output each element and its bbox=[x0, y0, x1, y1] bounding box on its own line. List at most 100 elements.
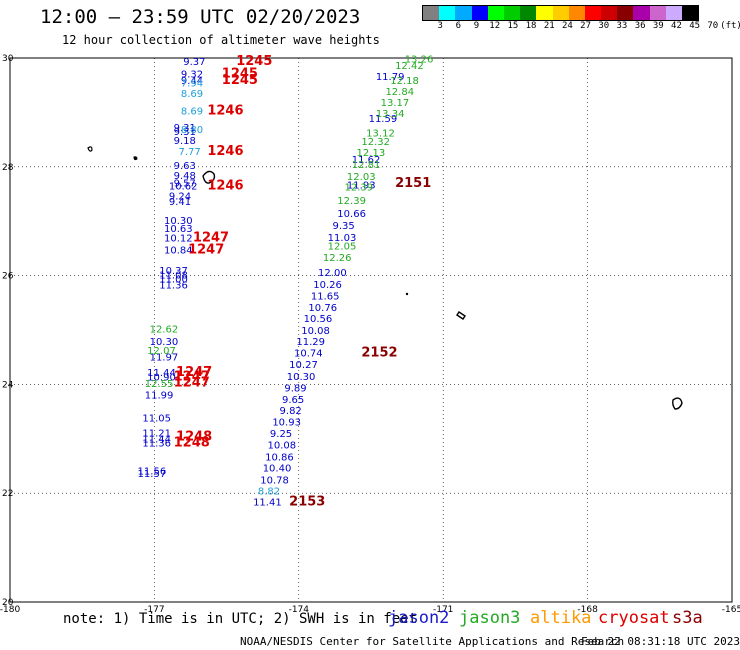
data-point-label: 8.82 bbox=[258, 486, 280, 497]
data-point-label: 11.65 bbox=[311, 292, 340, 303]
data-point-label: 12.03 bbox=[347, 172, 376, 183]
data-point-label: 10.74 bbox=[294, 349, 323, 360]
y-tick-label: 26 bbox=[2, 272, 14, 282]
data-point-label: 10.62 bbox=[169, 182, 198, 193]
data-point-label: 10.93 bbox=[272, 418, 301, 429]
y-tick-label: 30 bbox=[2, 54, 14, 64]
data-point-label: 10.76 bbox=[308, 303, 337, 314]
data-point-label: 9.48 bbox=[174, 171, 196, 182]
data-point-label: 9.82 bbox=[280, 406, 302, 417]
y-tick-label: 22 bbox=[2, 489, 13, 499]
colorbar-label: 24 bbox=[561, 21, 573, 31]
data-point-label: 13.26 bbox=[405, 54, 434, 65]
data-point-label: 9.57 bbox=[174, 178, 196, 189]
colorbar-label: 27 bbox=[580, 21, 591, 31]
data-point-label: 10.37 bbox=[159, 266, 188, 277]
data-point-label: 10.63 bbox=[164, 224, 193, 235]
colorbar-swatch bbox=[439, 6, 456, 20]
colorbar-swatch bbox=[455, 6, 472, 20]
colorbar-swatch bbox=[423, 6, 440, 20]
island-outline bbox=[672, 397, 683, 410]
data-point-label: 9.31 bbox=[174, 123, 196, 134]
data-point-label: 9.37 bbox=[183, 57, 205, 68]
data-point-label: 9.24 bbox=[169, 191, 191, 202]
data-point-label: 1245 bbox=[222, 67, 258, 82]
colorbar-label: 42 bbox=[671, 21, 682, 31]
island-outline bbox=[405, 292, 409, 296]
data-point-label: 10.84 bbox=[164, 245, 193, 256]
colorbar-swatch bbox=[552, 6, 569, 20]
data-point-label: 11.44 bbox=[147, 368, 176, 379]
data-point-label: 11.59 bbox=[369, 114, 398, 125]
data-point-label: 10.26 bbox=[313, 280, 342, 291]
footer-note: note: 1) Time is in UTC; 2) SWH is in fe… bbox=[63, 611, 418, 627]
data-point-label: 9.44 bbox=[181, 76, 203, 87]
data-point-label: 13.34 bbox=[376, 109, 405, 120]
colorbar-label: 45 bbox=[689, 21, 701, 31]
legend-entry-altika: altika bbox=[530, 608, 592, 628]
colorbar-label: 18 bbox=[525, 21, 537, 31]
island-outline bbox=[133, 156, 138, 161]
colorbar-swatch bbox=[682, 6, 699, 20]
data-point-label: 12.18 bbox=[390, 76, 419, 87]
data-point-label: 1246 bbox=[207, 179, 243, 194]
data-point-label: 11.93 bbox=[347, 181, 376, 192]
data-point-label: 8.69 bbox=[181, 107, 203, 118]
data-point-label: 1246 bbox=[207, 104, 243, 119]
colorbar-swatch bbox=[617, 6, 634, 20]
colorbar-label: (ft) bbox=[720, 21, 740, 31]
data-point-label: 9.65 bbox=[282, 395, 304, 406]
data-point-label: 10.90 bbox=[147, 373, 176, 384]
data-point-label: 12.84 bbox=[385, 87, 414, 98]
data-point-label: 2152 bbox=[361, 346, 397, 361]
colorbar-label: 15 bbox=[507, 21, 519, 31]
colorbar-label: 33 bbox=[616, 21, 628, 31]
data-point-label: 1247 bbox=[174, 370, 210, 385]
data-point-label: 12.39 bbox=[337, 196, 366, 207]
colorbar-label: 30 bbox=[598, 21, 610, 31]
colorbar-label: 3 bbox=[437, 21, 443, 31]
data-point-label: 12.05 bbox=[328, 241, 357, 252]
colorbar-label: 12 bbox=[489, 21, 501, 31]
data-point-label: 9.31 bbox=[174, 127, 196, 138]
data-point-label: 11.03 bbox=[328, 233, 357, 244]
data-point-label: 12.81 bbox=[352, 160, 381, 171]
data-point-label: 11.44 bbox=[142, 435, 171, 446]
data-point-label: 9.32 bbox=[181, 70, 203, 81]
data-point-label: 8.80 bbox=[181, 125, 203, 136]
data-point-label: 12.32 bbox=[361, 137, 390, 148]
chart-subtitle: 12 hour collection of altimeter wave hei… bbox=[62, 33, 380, 47]
data-point-label: 1247 bbox=[174, 376, 210, 391]
island-outline bbox=[202, 170, 216, 184]
data-point-label: 10.56 bbox=[304, 314, 333, 325]
data-point-label: 1247 bbox=[176, 365, 212, 380]
data-point-label: 11.36 bbox=[142, 438, 171, 449]
data-point-label: 7.94 bbox=[181, 78, 203, 89]
data-point-label: 11.56 bbox=[138, 467, 167, 478]
data-point-label: 1247 bbox=[193, 230, 229, 245]
data-point-label: 10.08 bbox=[301, 326, 330, 337]
data-point-label: 10.08 bbox=[268, 441, 297, 452]
data-point-label: 12.13 bbox=[357, 148, 386, 159]
island-outline bbox=[87, 146, 93, 152]
legend-entry-s3a: s3a bbox=[672, 608, 703, 628]
colorbar-label: 6 bbox=[455, 21, 462, 31]
data-point-label: 1248 bbox=[176, 429, 212, 444]
data-point-label: 7.77 bbox=[178, 147, 200, 158]
x-tick-label: -165 bbox=[722, 605, 740, 615]
data-point-label: 10.27 bbox=[289, 360, 318, 371]
data-point-label: 11.97 bbox=[150, 352, 179, 363]
data-point-label: 11.36 bbox=[159, 281, 188, 292]
colorbar-swatch bbox=[649, 6, 666, 20]
data-point-label: 11.99 bbox=[145, 391, 174, 402]
data-point-label: 10.12 bbox=[164, 233, 193, 244]
data-point-label: 2151 bbox=[395, 176, 431, 191]
x-tick-label: -174 bbox=[289, 605, 310, 615]
data-point-label: 8.69 bbox=[181, 89, 203, 100]
data-point-label: 13.12 bbox=[366, 128, 395, 139]
data-point-label: 11.08 bbox=[159, 270, 188, 281]
colorbar-labels: 3 6 9 12 15 18 21 24 27 30 33 36 39 42 45 70 (ft) bbox=[422, 21, 740, 33]
data-point-label: 10.66 bbox=[337, 209, 366, 220]
